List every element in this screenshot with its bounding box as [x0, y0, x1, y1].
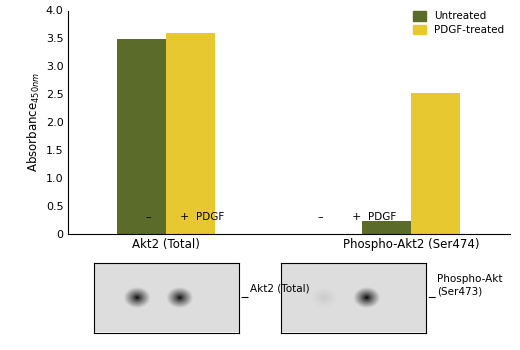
- Text: –: –: [146, 212, 151, 222]
- Text: PDGF: PDGF: [368, 212, 396, 222]
- Text: PDGF: PDGF: [197, 212, 225, 222]
- Bar: [362, 221, 411, 233]
- Bar: [116, 40, 166, 233]
- Text: Akt2 (Total): Akt2 (Total): [250, 284, 309, 294]
- Text: Phospho-Akt
(Ser473): Phospho-Akt (Ser473): [437, 274, 502, 296]
- Bar: [411, 93, 461, 233]
- Text: +: +: [180, 212, 189, 222]
- Bar: [166, 33, 215, 233]
- Text: –: –: [317, 212, 322, 222]
- Legend: Untreated, PDGF-treated: Untreated, PDGF-treated: [413, 11, 504, 35]
- Text: +: +: [352, 212, 361, 222]
- Y-axis label: Absorbance$_{450nm}$: Absorbance$_{450nm}$: [25, 72, 42, 172]
